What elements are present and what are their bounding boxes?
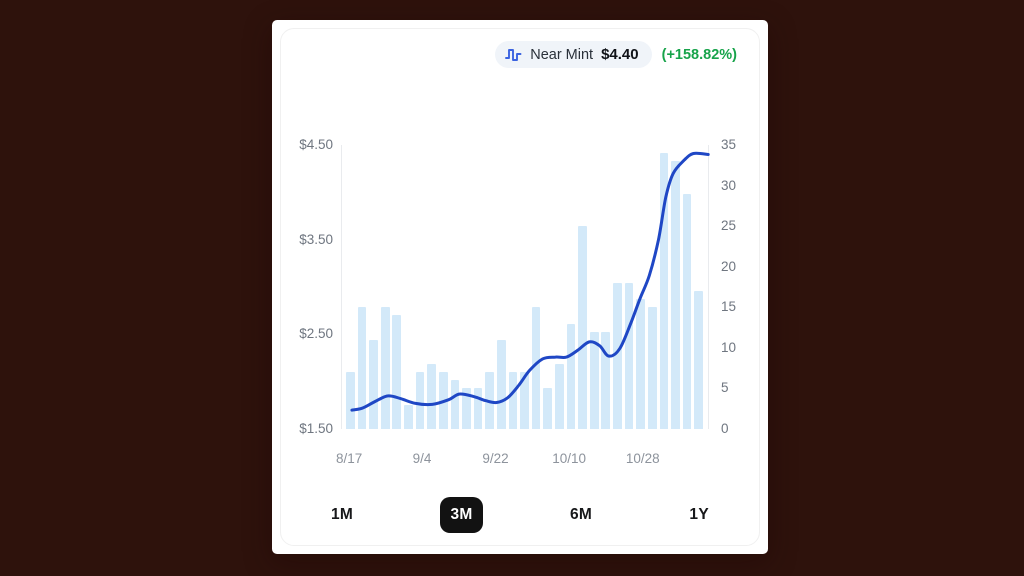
volume-bar bbox=[427, 364, 436, 429]
volume-axis-label: 15 bbox=[721, 299, 737, 315]
volume-bar bbox=[601, 331, 611, 429]
volume-bar bbox=[555, 364, 564, 429]
volume-bar bbox=[450, 380, 460, 429]
volume-bar bbox=[473, 388, 483, 429]
volume-bar bbox=[671, 161, 680, 429]
date-axis-label: 8/17 bbox=[335, 451, 363, 466]
price-axis-label: $1.50 bbox=[299, 421, 333, 436]
date-axis-label: 10/28 bbox=[625, 451, 660, 466]
date-axis-label: 9/22 bbox=[482, 451, 509, 466]
range-button-3m[interactable]: 3M bbox=[440, 497, 483, 533]
volume-bar bbox=[566, 323, 576, 429]
chart-legend: Near Mint $4.40 (+158.82%) bbox=[495, 41, 737, 68]
date-axis-label: 9/4 bbox=[412, 451, 432, 466]
price-axis-label: $4.50 bbox=[299, 137, 333, 152]
volume-bar bbox=[520, 372, 529, 429]
volume-bar bbox=[369, 339, 378, 429]
near-mint-legend-chip[interactable]: Near Mint $4.40 bbox=[495, 41, 652, 68]
volume-axis-label: 10 bbox=[721, 339, 737, 355]
chart-card: Near Mint $4.40 (+158.82%) $4.50 $3.50 $2.… bbox=[280, 28, 760, 546]
volume-axis-label: 0 bbox=[721, 421, 729, 436]
volume-bar bbox=[415, 372, 425, 429]
volume-bar bbox=[682, 193, 692, 429]
price-change-percent: (+158.82%) bbox=[661, 46, 737, 63]
plot-area[interactable] bbox=[341, 145, 710, 429]
volume-bar bbox=[357, 307, 367, 429]
volume-axis-label: 5 bbox=[721, 380, 729, 396]
volume-bar bbox=[636, 299, 645, 429]
range-button-1m[interactable]: 1M bbox=[321, 497, 363, 533]
volume-axis-label: 25 bbox=[721, 218, 737, 234]
price-line bbox=[350, 151, 710, 412]
volume-axis-label: 20 bbox=[721, 258, 737, 274]
volume-bar bbox=[380, 307, 390, 429]
volume-bar bbox=[647, 307, 657, 429]
volume-bar bbox=[531, 307, 541, 429]
volume-bar bbox=[392, 315, 402, 429]
volume-bar bbox=[659, 153, 669, 429]
volume-bar bbox=[404, 404, 413, 429]
volume-bar bbox=[462, 388, 471, 429]
price-chart-panel: Near Mint $4.40 (+158.82%) $4.50 $3.50 $2.… bbox=[272, 20, 768, 554]
volume-bar bbox=[578, 226, 587, 429]
range-button-1y[interactable]: 1Y bbox=[679, 497, 719, 533]
volume-bar bbox=[624, 282, 634, 429]
volume-bar bbox=[508, 372, 518, 429]
volume-bar bbox=[346, 372, 355, 429]
volume-bar bbox=[694, 291, 704, 429]
volume-bar bbox=[543, 388, 553, 429]
condition-label: Near Mint bbox=[530, 46, 594, 63]
price-axis-label: $3.50 bbox=[299, 231, 333, 247]
time-range-selector: 1M 3M 6M 1Y bbox=[281, 497, 759, 533]
range-button-6m[interactable]: 6M bbox=[560, 497, 602, 533]
pulse-icon bbox=[505, 48, 522, 61]
volume-bar bbox=[589, 331, 599, 429]
volume-bar bbox=[496, 339, 506, 429]
volume-axis-label: 35 bbox=[721, 137, 737, 152]
volume-bar bbox=[613, 282, 622, 429]
date-axis-label: 10/10 bbox=[552, 451, 587, 466]
current-price: $4.40 bbox=[601, 46, 639, 63]
volume-axis-label: 30 bbox=[721, 177, 737, 193]
price-axis-label: $2.50 bbox=[299, 326, 333, 342]
